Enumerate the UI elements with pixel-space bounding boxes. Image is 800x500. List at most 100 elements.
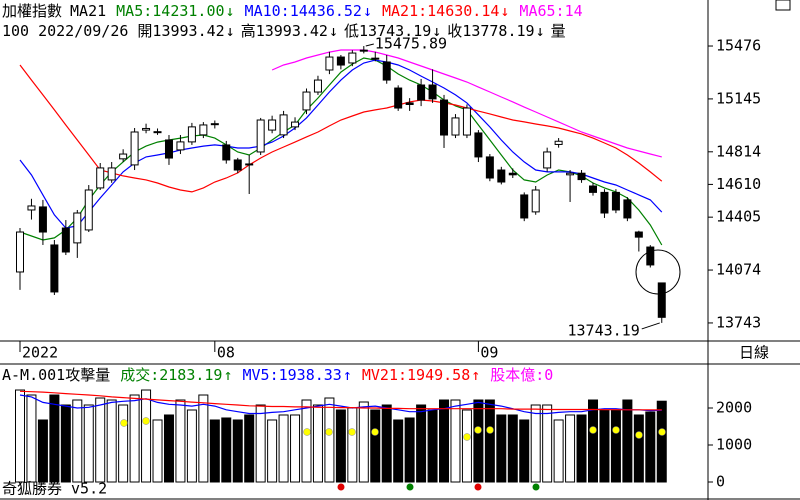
y-tick-label: 13743 bbox=[716, 313, 761, 331]
volume-bar bbox=[496, 414, 507, 483]
y-tick-label: 14074 bbox=[716, 261, 761, 279]
quote-value: 13993.42 bbox=[256, 22, 328, 40]
volume-bar bbox=[473, 399, 484, 483]
volume-bar bbox=[175, 399, 186, 483]
candle-body bbox=[119, 153, 128, 160]
moving-average-line bbox=[19, 64, 663, 193]
candle-body bbox=[336, 56, 345, 66]
candle-body bbox=[279, 114, 288, 136]
candle-body bbox=[291, 121, 300, 128]
candle-body bbox=[27, 205, 36, 211]
x-tick-label: 08 bbox=[217, 344, 235, 362]
volume-bar bbox=[60, 404, 71, 483]
quote-trend: ↓ bbox=[536, 22, 545, 40]
signal-dot bbox=[635, 431, 643, 439]
signal-dot bbox=[348, 428, 356, 436]
legend-entry: MA21:14630.14 bbox=[382, 2, 499, 20]
signal-dot bbox=[371, 428, 379, 436]
signal-dot bbox=[612, 426, 620, 434]
candle-body bbox=[451, 117, 460, 136]
candle-body bbox=[646, 246, 655, 266]
candle-body bbox=[313, 79, 322, 93]
x-tick-label: 09 bbox=[480, 344, 498, 362]
quote-value: 13778.19 bbox=[462, 22, 534, 40]
signal-dot bbox=[474, 483, 482, 491]
signal-dot bbox=[406, 483, 414, 491]
candle-body bbox=[371, 57, 380, 60]
signal-dot bbox=[463, 433, 471, 441]
moving-average-line bbox=[271, 49, 662, 158]
signal-dot bbox=[474, 426, 482, 434]
volume-bar bbox=[163, 414, 174, 483]
candle-body bbox=[531, 189, 540, 213]
volume-bar bbox=[427, 409, 438, 483]
window-button[interactable] bbox=[775, 0, 791, 11]
candle-body bbox=[256, 119, 265, 153]
legend-trend: ↑ bbox=[471, 366, 480, 384]
quote-trend: ↓ bbox=[432, 22, 441, 40]
volume-bar bbox=[633, 414, 644, 483]
footer: 奇狐勝券 v5.2 bbox=[2, 480, 107, 498]
legend-entry: 成交:2183.19 bbox=[120, 366, 222, 384]
candle-body bbox=[554, 140, 563, 145]
chart-title: 加權指數 bbox=[2, 2, 62, 20]
quote-value: 13993.42 bbox=[152, 22, 224, 40]
legend-entry: MV21:1949.58 bbox=[362, 366, 470, 384]
signal-dot bbox=[486, 426, 494, 434]
candle-body bbox=[600, 191, 609, 214]
candle-body bbox=[440, 99, 449, 136]
volume-bar bbox=[565, 414, 576, 483]
volume-bar bbox=[404, 417, 415, 483]
candle-body bbox=[611, 191, 620, 211]
legend-trend: ↓ bbox=[500, 2, 509, 20]
volume-bar bbox=[72, 399, 83, 483]
y-tick-label: 14814 bbox=[716, 142, 761, 160]
volume-bar bbox=[370, 409, 381, 483]
legend-entry: MA65:14 bbox=[519, 2, 582, 20]
x-tick-label: 2022 bbox=[22, 344, 58, 362]
volume-bar bbox=[278, 414, 289, 483]
candle-body bbox=[302, 91, 311, 111]
volume-bar bbox=[656, 400, 667, 483]
volume-bar bbox=[507, 414, 518, 483]
volume-bar bbox=[312, 404, 323, 483]
candle-body bbox=[566, 172, 575, 176]
volume-bar bbox=[484, 399, 495, 483]
volume-bar bbox=[622, 399, 633, 483]
candle-body bbox=[657, 282, 666, 318]
volume-bar bbox=[37, 419, 48, 483]
volume-bar bbox=[530, 404, 541, 483]
candle-body bbox=[348, 52, 357, 64]
volume-bar bbox=[576, 414, 587, 483]
candle-body bbox=[417, 84, 426, 101]
candle-body bbox=[50, 244, 59, 293]
y-tick-label: 14610 bbox=[716, 175, 761, 193]
volume-bar bbox=[542, 404, 553, 483]
volume-bar bbox=[553, 419, 564, 483]
moving-average-line bbox=[19, 59, 663, 229]
candle-body bbox=[325, 56, 334, 71]
candle-body bbox=[394, 87, 403, 109]
candle-body bbox=[577, 172, 586, 181]
volume-bar bbox=[439, 399, 450, 483]
volume-bar bbox=[49, 394, 60, 483]
extreme-leader bbox=[641, 322, 660, 330]
signal-dots bbox=[120, 417, 666, 491]
volume-bar bbox=[221, 417, 232, 483]
signal-dot bbox=[142, 417, 150, 425]
volume-bar bbox=[324, 397, 335, 483]
volume-bar bbox=[152, 419, 163, 483]
candle-body bbox=[84, 189, 93, 231]
candle-body bbox=[245, 163, 254, 166]
y-tick-label: 2000 bbox=[716, 398, 752, 416]
volume-bar bbox=[347, 407, 358, 483]
y-tick-label: 0 bbox=[716, 473, 725, 491]
moving-average-line bbox=[19, 390, 662, 411]
candle-body bbox=[382, 61, 391, 81]
signal-dot bbox=[589, 426, 597, 434]
volume-bar bbox=[393, 419, 404, 483]
candle-body bbox=[38, 206, 47, 233]
panel-title: A-M.001攻擊量 bbox=[2, 366, 110, 384]
candle-body bbox=[268, 119, 277, 131]
